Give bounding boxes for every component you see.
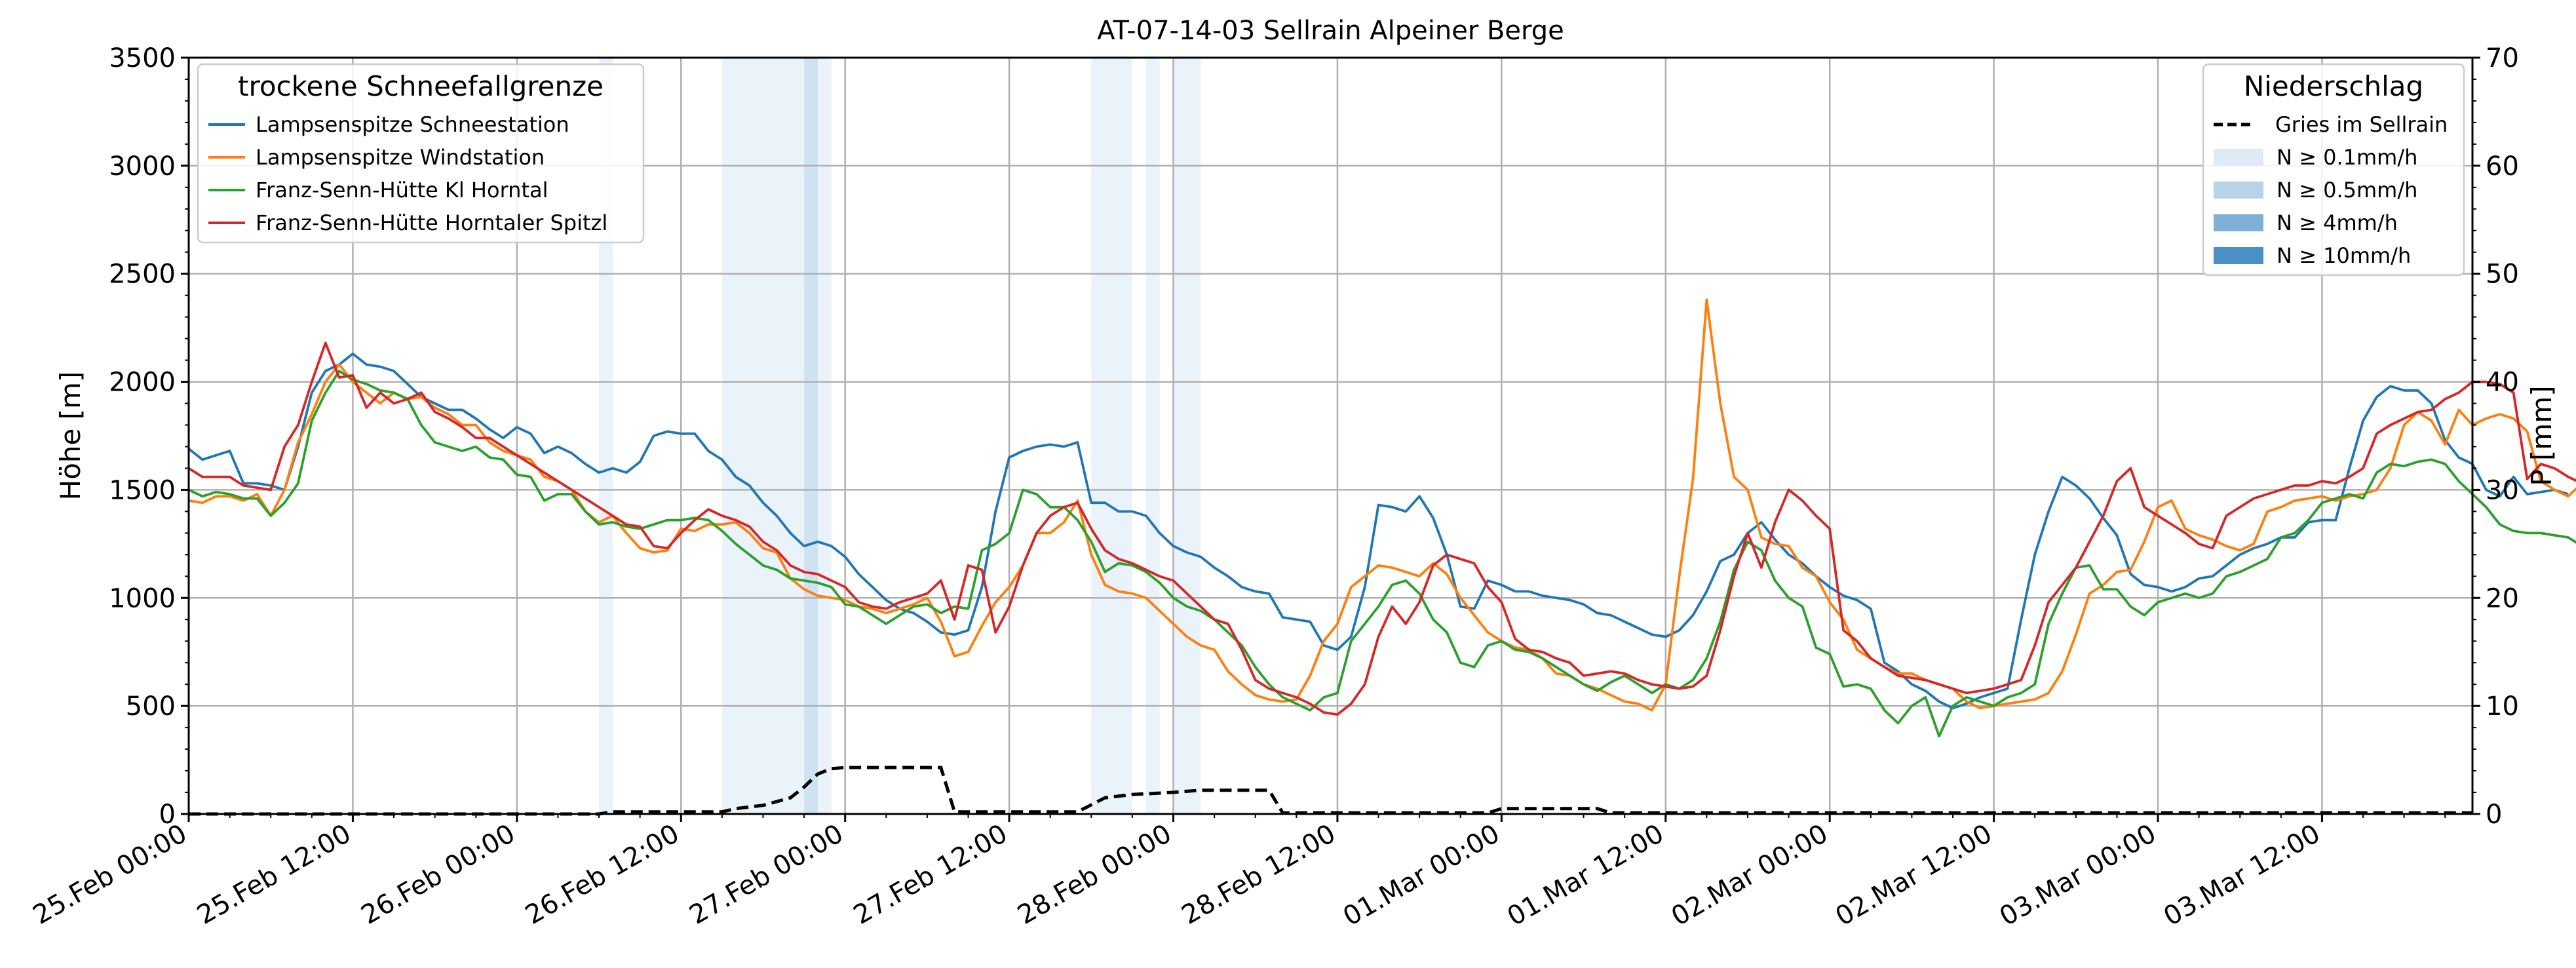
legend-swatch-precip-level [2214, 247, 2263, 264]
precip-band [721, 58, 805, 814]
legend-label-precip: N ≥ 0.5mm/h [2277, 178, 2417, 203]
legend-label-precip: Gries im Sellrain [2275, 112, 2448, 137]
x-tick-label: 26.Feb 00:00 [356, 819, 520, 931]
legend-swatch-precip-level [2214, 149, 2263, 166]
precip-band [1145, 58, 1160, 814]
y-axis-label-right: P [mm] [2526, 385, 2558, 486]
y-tick-label-right: 40 [2486, 368, 2519, 398]
y-tick-label-right: 10 [2486, 691, 2519, 722]
y-tick-label-left: 1500 [109, 475, 176, 505]
y-tick-label-left: 1000 [109, 583, 176, 613]
x-tick-label: 01.Mar 12:00 [1502, 819, 1668, 932]
x-tick-label: 03.Mar 00:00 [1995, 819, 2161, 932]
legend-precipitation: Niederschlag Gries im Sellrain N ≥ 0.1mm/h… [2202, 63, 2465, 277]
legend-left-title: trockene Schneefallgrenze [238, 70, 604, 102]
legend-label-series: Franz-Senn-Hütte Horntaler Spitzl [256, 210, 607, 235]
legend-left-box [197, 63, 645, 244]
precip-band [817, 58, 832, 814]
x-tick-label: 25.Feb 12:00 [192, 819, 356, 931]
precip-band [1091, 58, 1132, 814]
y-tick-label-right: 0 [2486, 800, 2502, 830]
x-tick-label: 27.Feb 00:00 [684, 819, 848, 931]
y-tick-label-left: 3000 [109, 151, 176, 182]
legend-label-series: Lampsenspitze Schneestation [256, 112, 569, 137]
legend-label-precip: N ≥ 10mm/h [2277, 243, 2411, 268]
y-tick-label-right: 20 [2486, 583, 2519, 613]
y-tick-label-left: 500 [126, 691, 176, 722]
x-tick-label: 28.Feb 12:00 [1177, 819, 1341, 931]
x-tick-label: 02.Mar 12:00 [1830, 819, 1997, 932]
y-axis-label-left: Höhe [m] [54, 372, 87, 501]
legend-right-box [2202, 63, 2465, 277]
precip-line-gries [189, 765, 2472, 816]
y-tick-label-right: 60 [2486, 151, 2519, 182]
x-tick-label: 25.Feb 00:00 [28, 819, 192, 931]
y-tick-label-left: 2500 [109, 260, 176, 290]
x-tick-label: 02.Mar 00:00 [1666, 819, 1833, 932]
x-tick-label: 01.Mar 00:00 [1338, 819, 1505, 932]
x-tick-label: 28.Feb 00:00 [1012, 819, 1176, 931]
y-tick-label-right: 30 [2486, 475, 2519, 505]
precip-bands [599, 58, 1201, 814]
chart-title: AT-07-14-03 Sellrain Alpeiner Berge [1097, 16, 1564, 46]
legend-swatch-precip-level [2214, 214, 2263, 231]
series-layer [187, 298, 2576, 738]
y-tick-label-left: 3500 [109, 43, 176, 73]
legend-label-precip: N ≥ 4mm/h [2277, 210, 2398, 235]
series-line-1 [187, 352, 2569, 710]
precip-band [804, 58, 818, 814]
precip-band [1173, 58, 1201, 814]
legend-swatch-precip-level [2214, 182, 2263, 199]
precip-line-layer [189, 765, 2472, 816]
y-tick-label-right: 50 [2486, 260, 2519, 290]
series-line-3 [188, 370, 2576, 738]
precip-band [599, 58, 613, 814]
plot-frame [187, 56, 2474, 815]
x-tick-label: 27.Feb 12:00 [849, 819, 1012, 931]
x-tick-label: 03.Mar 12:00 [2159, 819, 2325, 932]
series-line-4 [187, 341, 2576, 716]
legend-label-series: Franz-Senn-Hütte Kl Horntal [256, 178, 548, 203]
y-tick-label-right: 70 [2486, 43, 2519, 73]
legend-label-precip: N ≥ 0.1mm/h [2277, 145, 2417, 170]
x-tick-label: 26.Feb 12:00 [520, 819, 684, 931]
legend-label-series: Lampsenspitze Windstation [256, 145, 545, 170]
y-tick-label-left: 2000 [109, 368, 176, 398]
legend-snowline: trockene Schneefallgrenze Lampsenspitze S… [197, 63, 645, 244]
y-tick-label-left: 0 [159, 800, 176, 830]
legend-right-title: Niederschlag [2244, 70, 2423, 102]
